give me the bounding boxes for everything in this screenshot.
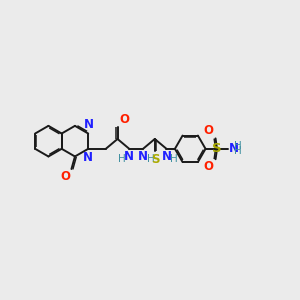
Text: O: O: [203, 124, 214, 137]
Text: N: N: [138, 150, 148, 163]
Text: N: N: [83, 118, 94, 131]
Text: N: N: [124, 150, 134, 163]
Text: H: H: [147, 154, 154, 164]
Text: O: O: [60, 170, 70, 184]
Text: O: O: [119, 113, 129, 126]
Text: N: N: [229, 142, 239, 155]
Text: H: H: [234, 146, 242, 157]
Text: N: N: [161, 150, 172, 163]
Text: H: H: [170, 154, 178, 164]
Text: H: H: [234, 141, 242, 151]
Text: S: S: [151, 153, 160, 166]
Text: S: S: [212, 142, 222, 155]
Text: N: N: [83, 151, 93, 164]
Text: H: H: [118, 154, 126, 164]
Text: O: O: [203, 160, 214, 173]
